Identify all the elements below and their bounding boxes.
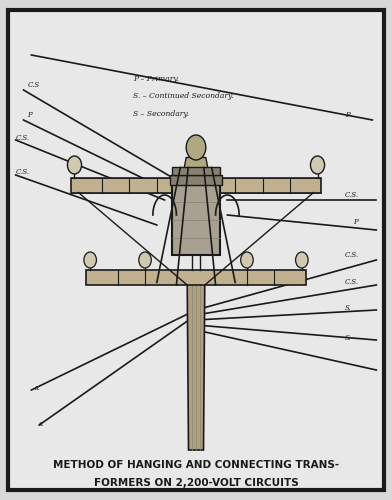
Circle shape [241,252,253,268]
Text: C.S: C.S [27,81,40,89]
Text: s.: s. [39,420,45,428]
Bar [71,178,321,192]
Polygon shape [187,278,205,450]
Bar [172,168,220,175]
Text: P – Primary.: P – Primary. [133,75,179,83]
Circle shape [186,135,206,160]
Bar [172,185,220,255]
Text: METHOD OF HANGING AND CONNECTING TRANS-: METHOD OF HANGING AND CONNECTING TRANS- [53,460,339,470]
Text: P: P [27,111,32,119]
Text: S.: S. [345,304,352,312]
Text: C.S.: C.S. [345,278,359,286]
Text: P: P [345,111,350,119]
Polygon shape [182,158,210,178]
Circle shape [84,252,96,268]
Circle shape [310,156,325,174]
Circle shape [139,252,151,268]
Text: S.: S. [345,334,352,342]
Text: S. – Continued Secondary.: S. – Continued Secondary. [133,92,234,100]
Text: C.S.: C.S. [345,191,359,199]
Text: FORMERS ON 2,200-VOLT CIRCUITS: FORMERS ON 2,200-VOLT CIRCUITS [94,478,298,488]
Text: s.: s. [35,384,41,392]
Text: C.S.: C.S. [345,251,359,259]
Circle shape [67,156,82,174]
Text: C.S.: C.S. [16,168,30,176]
Text: S – Secondary.: S – Secondary. [133,110,189,118]
Bar [170,175,222,185]
Circle shape [296,252,308,268]
Text: P: P [353,218,358,226]
Bar [86,270,306,285]
Text: C.S.: C.S. [16,134,30,141]
